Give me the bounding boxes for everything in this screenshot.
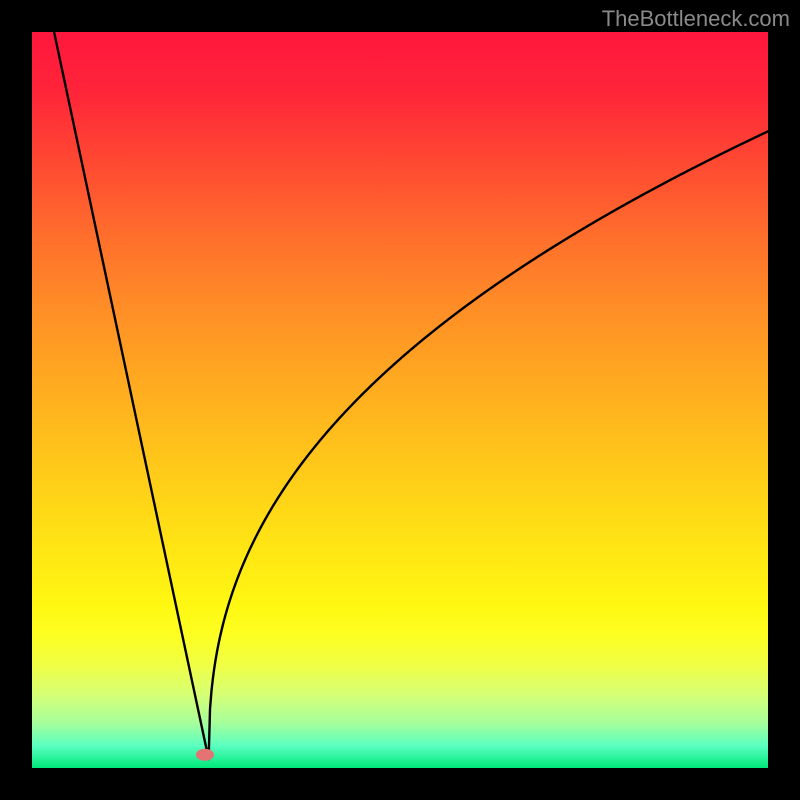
valley-marker [196,749,214,761]
bottleneck-chart [0,0,800,800]
plot-background [32,32,768,768]
watermark-text: TheBottleneck.com [602,6,790,32]
